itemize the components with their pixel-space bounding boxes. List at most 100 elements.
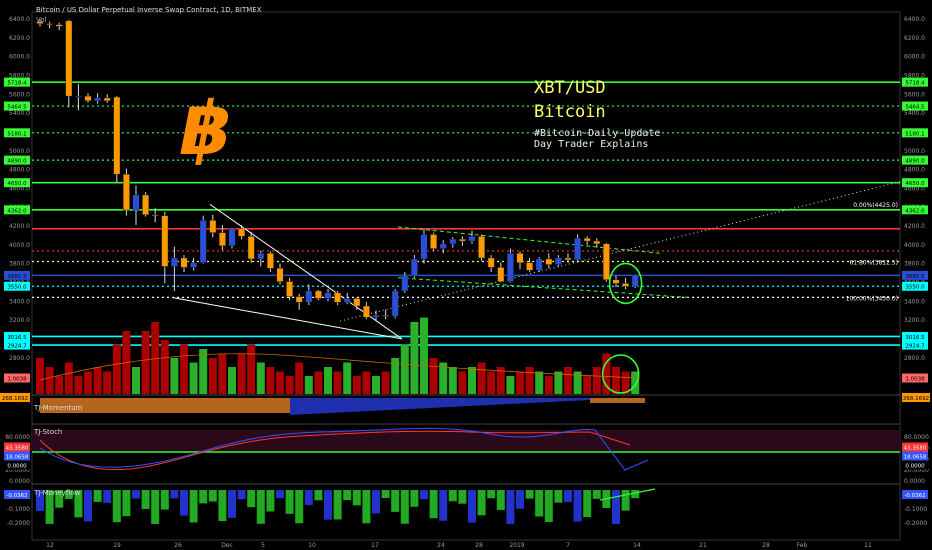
moneyflow-bar-7 xyxy=(103,490,112,503)
volume-bar-56 xyxy=(573,371,582,394)
volume-bar-45 xyxy=(468,367,476,394)
volume-bar-23 xyxy=(256,362,265,394)
level-tag-left-5 xyxy=(4,205,30,215)
volume-bar-24 xyxy=(266,367,275,394)
candle-body-45 xyxy=(468,236,476,242)
moneyflow-bar-45 xyxy=(468,490,476,523)
volume-bar-39 xyxy=(410,322,419,394)
y-tick-left-0: 6400.0 xyxy=(9,16,30,23)
volume-bar-20 xyxy=(228,367,236,394)
candle-body-31 xyxy=(334,292,341,303)
candle-body-54 xyxy=(555,257,562,265)
stoch-tag-left-text-stoch_zero: 0.0000 xyxy=(7,464,27,470)
volume-bar-31 xyxy=(333,371,342,394)
moneyflow-bar-35 xyxy=(372,490,380,514)
moneyflow-bar-58 xyxy=(592,490,601,499)
vol-tag-left-text: 1.0038 xyxy=(7,377,27,383)
stoch-overbought-band xyxy=(32,430,900,452)
volume-bar-19 xyxy=(218,353,227,394)
volume-bar-50 xyxy=(516,371,524,394)
volume-bar-15 xyxy=(180,344,188,394)
level-tag-left-3 xyxy=(4,155,30,165)
y-tick-left-8: 4800.0 xyxy=(9,167,30,174)
y-tick-left-13: 3800.0 xyxy=(9,261,30,268)
x-tick-0: 12 xyxy=(46,542,54,549)
stoch-tag-left-stoch_red xyxy=(4,442,30,452)
candle-body-22 xyxy=(247,236,255,260)
y-tick-left-9: 4600.0 xyxy=(9,185,30,192)
candle-body-21 xyxy=(238,228,245,237)
volume-bar-40 xyxy=(420,317,428,394)
moneyflow-bar-19 xyxy=(218,490,227,522)
volume-bar-37 xyxy=(391,358,400,394)
volume-bar-8 xyxy=(112,344,121,394)
level-text-right-4: 4650.0 xyxy=(905,181,925,187)
volume-bar-43 xyxy=(448,367,457,394)
moneyflow-bar-52 xyxy=(535,490,544,517)
candle-body-42 xyxy=(439,243,447,249)
candle-body-6 xyxy=(94,97,102,102)
dotted-trendline xyxy=(339,181,901,322)
triangle-top-line xyxy=(209,203,403,340)
moneyflow-panel-label: TJ-Moneyflow xyxy=(34,489,81,497)
mf-tag-right xyxy=(902,490,928,499)
moneyflow-bar-47 xyxy=(487,490,496,499)
mf-tick-left-1: -0.1000 xyxy=(7,506,30,513)
moneyflow-bar-2 xyxy=(55,490,64,508)
moneyflow-bar-24 xyxy=(266,490,275,512)
x-tick-11: 14 xyxy=(633,542,641,549)
volume-bar-10 xyxy=(132,367,140,394)
candle-body-10 xyxy=(132,194,140,211)
x-tick-9: 2019 xyxy=(509,542,524,549)
volume-bar-52 xyxy=(535,371,544,394)
moneyflow-bar-53 xyxy=(544,490,553,522)
volume-bar-14 xyxy=(170,358,179,394)
moneyflow-bar-25 xyxy=(276,490,284,499)
y-tick-right-11: 4200.0 xyxy=(904,223,925,230)
x-tick-3: Dec xyxy=(221,542,233,549)
triangle-bottom-line xyxy=(171,297,403,340)
level-text-left-1: 5464.5 xyxy=(7,105,27,111)
moneyflow-bar-1 xyxy=(45,490,54,524)
moneyflow-bar-26 xyxy=(285,490,294,514)
candle-body-24 xyxy=(267,253,274,269)
x-tick-4: 5 xyxy=(261,542,265,549)
volume-bar-57 xyxy=(583,376,592,394)
volume-bar-5 xyxy=(84,371,92,394)
moneyflow-bar-28 xyxy=(304,490,313,506)
x-tick-5: 10 xyxy=(308,542,316,549)
level-tag-right-2 xyxy=(902,128,928,138)
candle-body-1 xyxy=(46,23,54,25)
moneyflow-bar-15 xyxy=(180,490,188,516)
volume-bar-32 xyxy=(343,362,352,394)
moneyflow-bar-38 xyxy=(400,490,409,524)
candle-body-11 xyxy=(142,194,149,215)
x-tick-13: 28 xyxy=(762,542,770,549)
level-tag-left-0 xyxy=(4,77,30,87)
moneyflow-bar-16 xyxy=(189,490,198,523)
candle-body-47 xyxy=(487,257,495,268)
overlay-hashtag: #Bitcoin-Daily-Update xyxy=(534,128,661,139)
candle-body-59 xyxy=(603,243,610,280)
candle-body-32 xyxy=(343,298,351,303)
candle-body-48 xyxy=(497,267,505,282)
level-tag-right-12 xyxy=(902,331,928,341)
candle-body-57 xyxy=(583,238,591,242)
candle-body-0 xyxy=(36,21,44,24)
candle-body-60 xyxy=(612,279,620,284)
volume-bar-60 xyxy=(612,367,620,394)
level-tag-right-10 xyxy=(902,281,928,291)
volume-bar-3 xyxy=(64,362,73,394)
moneyflow-bar-8 xyxy=(112,490,121,523)
moneyflow-bar-48 xyxy=(496,490,505,510)
vol-tag-right-text: 1.0038 xyxy=(905,377,925,383)
volume-bar-42 xyxy=(439,362,448,394)
volume-bar-62 xyxy=(631,371,640,394)
stoch-tag-right-stoch_red xyxy=(902,442,928,452)
stoch-tick-left-4: 0.0000 xyxy=(9,478,30,485)
moneyflow-bar-42 xyxy=(439,490,448,521)
candle-body-38 xyxy=(401,275,409,292)
moneyflow-bar-17 xyxy=(199,490,208,504)
level-text-right-10: 3550.0 xyxy=(905,285,925,291)
